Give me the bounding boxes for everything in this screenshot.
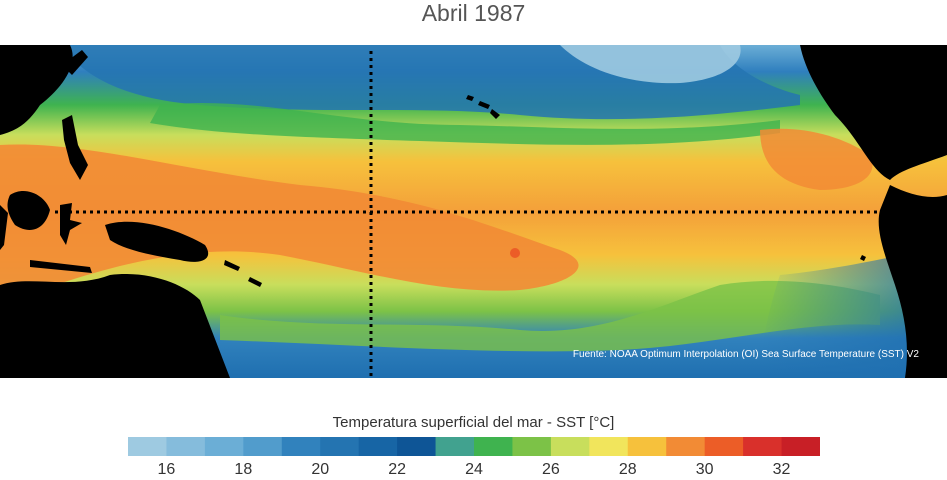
east-warm-patch	[760, 128, 873, 190]
sst-map	[0, 45, 947, 378]
colorbar-swatch	[358, 437, 398, 456]
asia-landmass	[0, 45, 73, 135]
south-pacific-green-band	[220, 280, 880, 352]
colorbar-tick-label: 32	[772, 461, 791, 478]
colorbar-swatch	[166, 437, 206, 456]
colorbar-swatch	[243, 437, 283, 456]
south-america	[878, 185, 947, 378]
colorbar-tick-label: 16	[157, 461, 176, 478]
sulawesi	[60, 203, 82, 245]
australia	[0, 274, 230, 378]
colorbar-tick-label: 28	[618, 461, 637, 478]
colorbar-swatch	[781, 437, 820, 456]
colorbar-swatch	[666, 437, 706, 456]
solomon-islands	[224, 260, 262, 287]
colorbar-swatch	[128, 437, 167, 456]
colorbar-swatch	[474, 437, 513, 456]
north-green-band	[150, 102, 780, 145]
colorbar-swatch	[550, 437, 590, 456]
colorbar-swatch	[320, 437, 360, 456]
north-pacific-pale-area	[560, 45, 741, 84]
colorbar-ticks: 16 18 20 22 24 26 28 30 32	[0, 460, 947, 480]
colorbar-tick-label: 20	[311, 461, 330, 478]
borneo	[7, 190, 50, 230]
hot-spot	[510, 248, 520, 258]
colorbar-swatch	[281, 437, 321, 456]
colorbar	[128, 437, 820, 456]
map-title: Abril 1987	[421, 0, 526, 26]
colorbar-tick-label: 30	[695, 461, 714, 478]
colorbar-swatch	[512, 437, 552, 456]
colorbar-swatch	[704, 437, 744, 456]
colorbar-swatch	[435, 437, 475, 456]
philippines	[62, 115, 88, 180]
north-america	[800, 45, 947, 180]
colorbar-tick-label: 18	[234, 461, 253, 478]
colorbar-tick-label: 22	[388, 461, 406, 478]
new-guinea	[105, 221, 209, 262]
sumatra-java	[0, 205, 92, 273]
colorbar-swatch	[589, 437, 629, 456]
warm-pool	[0, 144, 579, 305]
japan-islands	[62, 50, 88, 75]
source-note: Fuente: NOAA Optimum Interpolation (OI) …	[572, 349, 919, 360]
colorbar-tick-label: 24	[465, 461, 483, 478]
colorbar-tick-label: 26	[541, 461, 560, 478]
land-masses	[0, 45, 947, 378]
colorbar-swatch	[397, 437, 437, 456]
colorbar-swatch	[204, 437, 244, 456]
colorbar-label: Temperatura superficial del mar - SST [°…	[332, 414, 615, 431]
galapagos	[860, 255, 866, 261]
hawaii	[466, 95, 500, 119]
colorbar-swatch	[627, 437, 667, 456]
colorbar-swatch	[743, 437, 783, 456]
